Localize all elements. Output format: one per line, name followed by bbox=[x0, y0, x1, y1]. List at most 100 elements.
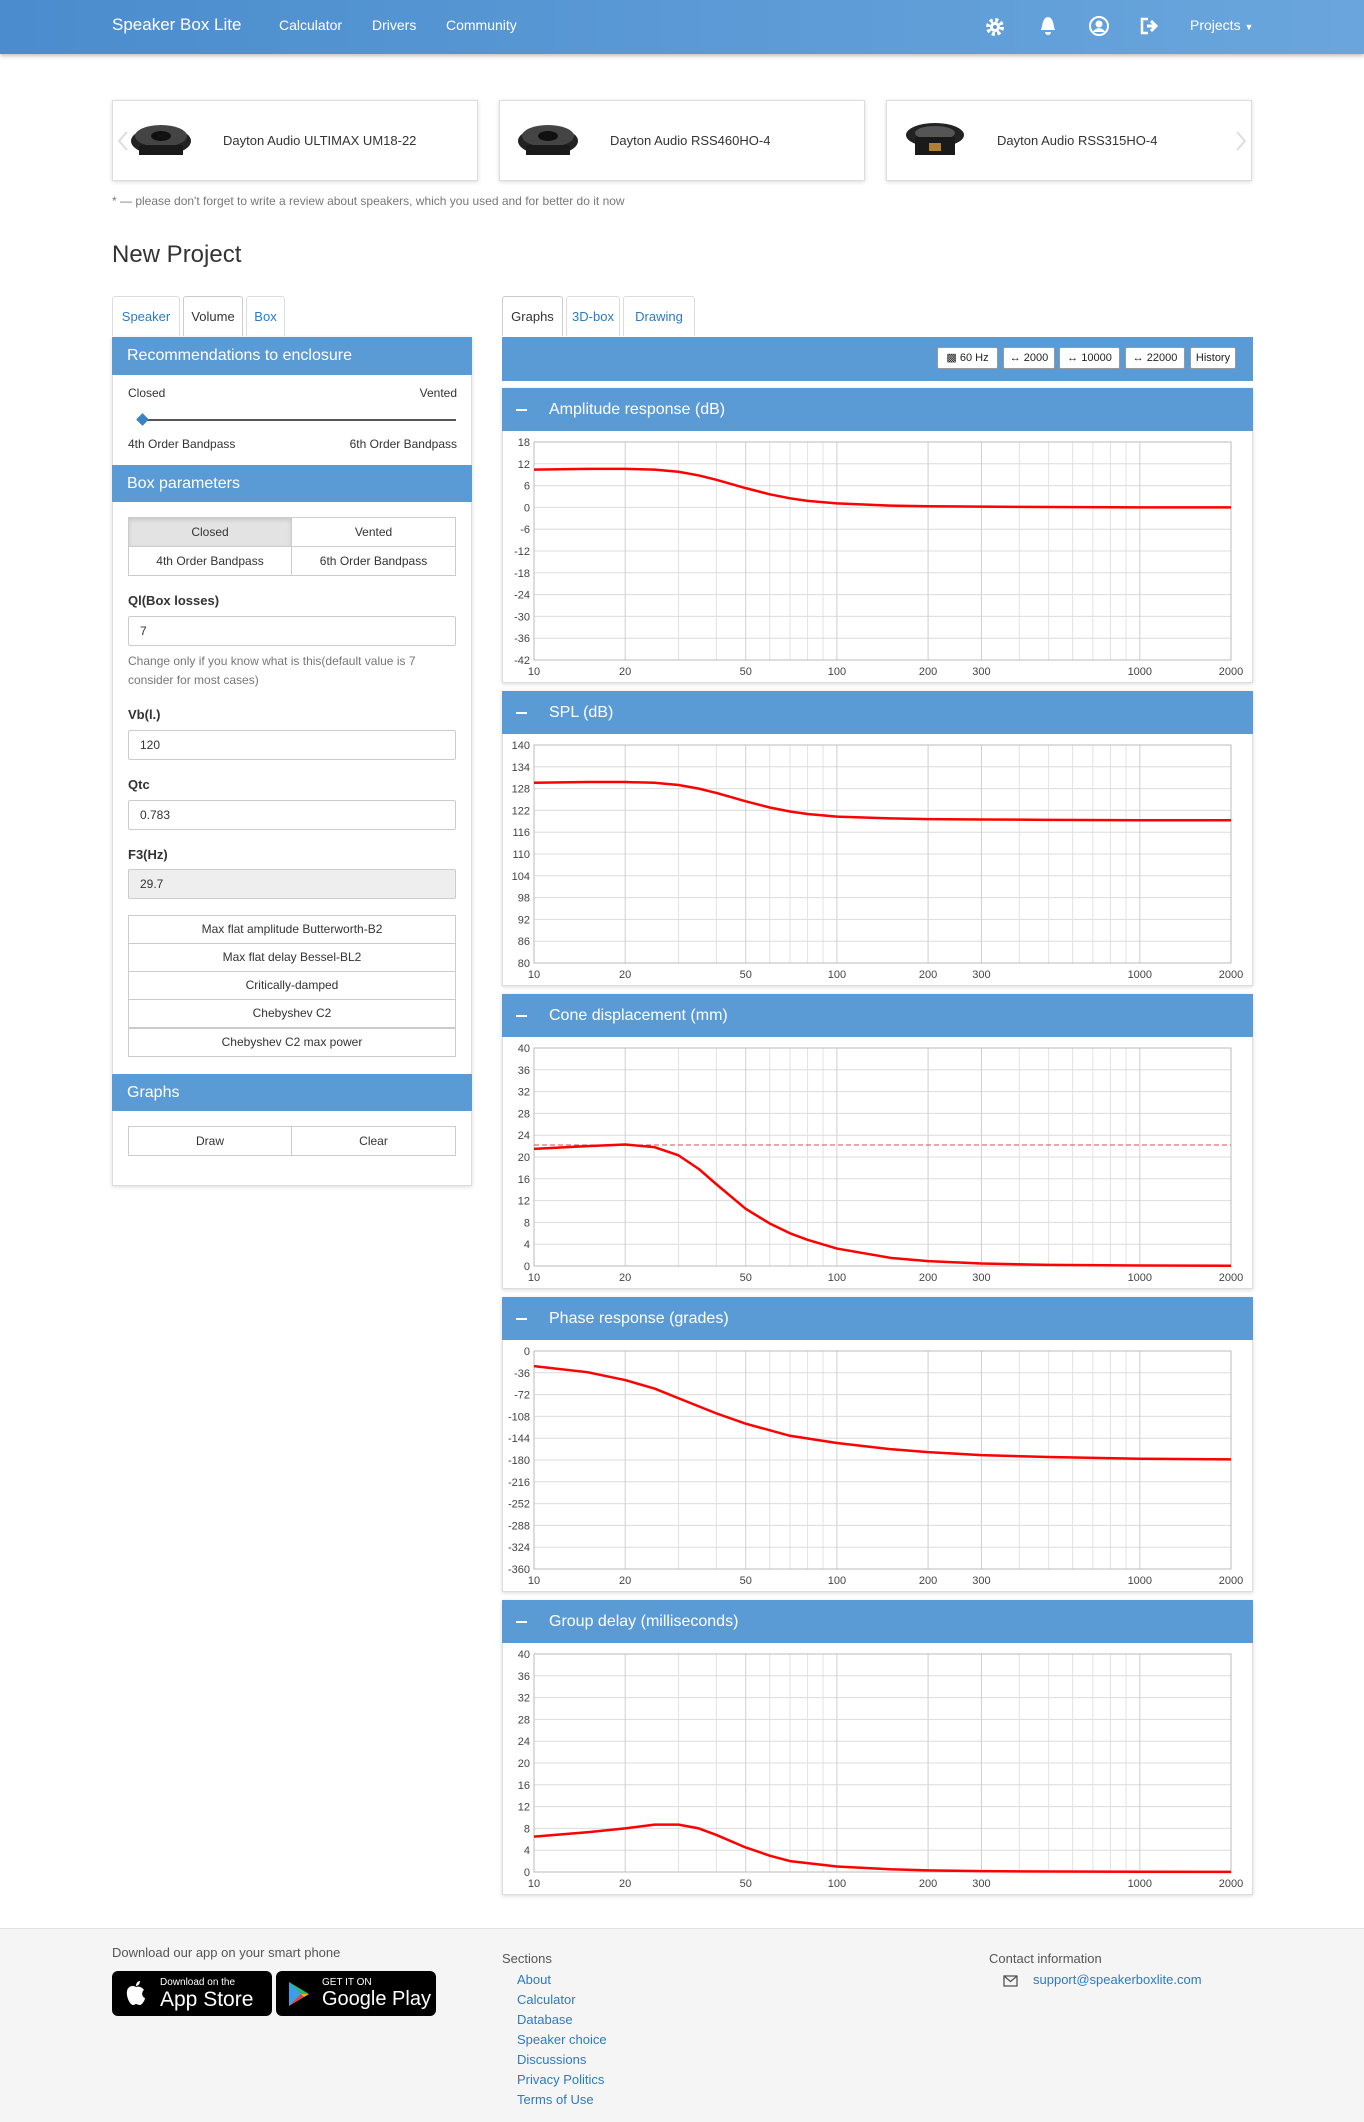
x-tick-label: 20 bbox=[619, 1272, 631, 1284]
box-type-button[interactable]: Closed bbox=[128, 517, 292, 547]
section-link[interactable]: About bbox=[517, 1972, 551, 1987]
toolbar-button[interactable]: ↔ 10000 bbox=[1059, 347, 1120, 369]
speaker-name[interactable]: Dayton Audio ULTIMAX UM18-22 bbox=[223, 133, 417, 148]
toolbar-button[interactable]: ↔ 2000 bbox=[1003, 347, 1055, 369]
projects-label[interactable]: Projects bbox=[1190, 17, 1241, 33]
speaker-card[interactable]: Dayton Audio RSS315HO-4 bbox=[886, 100, 1252, 181]
y-tick-label: 12 bbox=[518, 1196, 530, 1208]
carousel-next[interactable] bbox=[1234, 130, 1248, 152]
toolbar-button[interactable]: History bbox=[1190, 347, 1236, 369]
x-tick-label: 2000 bbox=[1219, 969, 1243, 981]
x-tick-label: 300 bbox=[972, 666, 990, 678]
y-tick-label: 20 bbox=[518, 1152, 530, 1164]
tab-box[interactable]: Box bbox=[246, 296, 285, 336]
alignment-option[interactable]: Chebyshev C2 bbox=[128, 999, 456, 1028]
speaker-image bbox=[131, 125, 191, 155]
nav-link[interactable]: Calculator bbox=[279, 17, 343, 33]
section-link[interactable]: Terms of Use bbox=[517, 2092, 594, 2107]
clear-button[interactable]: Clear bbox=[291, 1126, 456, 1156]
speaker-image bbox=[906, 123, 964, 155]
y-tick-label: -180 bbox=[508, 1455, 530, 1467]
tab-speaker[interactable]: Speaker bbox=[112, 296, 180, 336]
tab-drawing[interactable]: Drawing bbox=[623, 296, 695, 336]
field-label: Qtc bbox=[128, 777, 150, 792]
toolbar-label[interactable]: 2000 bbox=[1023, 352, 1049, 364]
qtc-input[interactable]: 0.783 bbox=[128, 800, 456, 830]
notifications-icon[interactable] bbox=[1037, 15, 1059, 37]
collapse-toggle[interactable] bbox=[516, 1621, 527, 1623]
x-tick-label: 300 bbox=[972, 969, 990, 981]
toolbar-button[interactable]: ▩ 60 Hz bbox=[937, 347, 998, 369]
alignment-option[interactable]: Critically-damped bbox=[128, 971, 456, 1000]
y-tick-label: 92 bbox=[518, 914, 530, 926]
chart-panel: Cone displacement (mm) 40 36 32 28 24 20 16 12 8 4… bbox=[502, 994, 1253, 1289]
alignment-option[interactable]: Max flat delay Bessel-BL2 bbox=[128, 943, 456, 972]
profile-icon[interactable] bbox=[1088, 15, 1110, 37]
y-tick-label: -144 bbox=[508, 1433, 530, 1445]
nav-link[interactable]: Drivers bbox=[372, 17, 417, 33]
collapse-toggle[interactable] bbox=[516, 409, 527, 411]
speaker-card[interactable]: Dayton Audio ULTIMAX UM18-22 bbox=[112, 100, 478, 181]
vb-input[interactable]: 120 bbox=[128, 730, 456, 760]
section-link[interactable]: Speaker choice bbox=[517, 2032, 607, 2047]
tab-3d-box[interactable]: 3D-box bbox=[566, 296, 620, 336]
y-tick-label: 128 bbox=[512, 784, 530, 796]
speaker-name[interactable]: Dayton Audio RSS315HO-4 bbox=[997, 133, 1158, 148]
logout-icon[interactable] bbox=[1139, 15, 1161, 37]
alignment-option[interactable]: Chebyshev C2 max power bbox=[128, 1028, 456, 1057]
speaker-card[interactable]: Dayton Audio RSS460HO-4 bbox=[499, 100, 865, 181]
toolbar-button[interactable]: ↔ 22000 bbox=[1125, 347, 1185, 369]
x-tick-label: 10 bbox=[528, 969, 540, 981]
section-link[interactable]: Discussions bbox=[517, 2052, 587, 2067]
y-tick-label: 28 bbox=[518, 1714, 530, 1726]
x-tick-label: 200 bbox=[919, 1575, 937, 1587]
box-type-button[interactable]: 4th Order Bandpass bbox=[128, 546, 292, 576]
app-store-small: Download on the bbox=[160, 1977, 236, 1988]
x-tick-label: 10 bbox=[528, 1878, 540, 1890]
y-tick-label: 24 bbox=[518, 1736, 530, 1748]
alignment-option[interactable]: Max flat amplitude Butterworth-B2 bbox=[128, 915, 456, 944]
speaker-name[interactable]: Dayton Audio RSS460HO-4 bbox=[610, 133, 771, 148]
y-tick-label: 6 bbox=[524, 481, 530, 493]
brand[interactable]: Speaker Box Lite bbox=[112, 15, 242, 34]
y-tick-label: 140 bbox=[512, 740, 530, 752]
y-tick-label: 12 bbox=[518, 1802, 530, 1814]
chart: 0-36-72-108-144-180-216-252-288-324-3601… bbox=[508, 1346, 1243, 1587]
y-tick-label: 16 bbox=[518, 1174, 530, 1186]
x-tick-label: 50 bbox=[740, 1575, 752, 1587]
section-link[interactable]: Calculator bbox=[517, 1992, 576, 2007]
draw-button[interactable]: Draw bbox=[128, 1126, 292, 1156]
box-type-button[interactable]: Vented bbox=[291, 517, 456, 547]
section-link[interactable]: Database bbox=[517, 2012, 573, 2027]
apple-icon bbox=[126, 1981, 145, 2005]
chart-title: Cone displacement (mm) bbox=[549, 1007, 728, 1024]
chart-header: Phase response (grades) bbox=[502, 1297, 1253, 1340]
ql-input[interactable]: 7 bbox=[128, 616, 456, 646]
y-tick-label: -6 bbox=[520, 524, 530, 536]
app-store-button[interactable]: Download on the App Store bbox=[112, 1971, 272, 2016]
toolbar-label[interactable]: 22000 bbox=[1146, 352, 1178, 364]
collapse-toggle[interactable] bbox=[516, 1318, 527, 1320]
data-line bbox=[533, 467, 1231, 509]
x-tick-label: 100 bbox=[828, 1272, 846, 1284]
x-tick-label: 300 bbox=[972, 1272, 990, 1284]
settings-icon[interactable] bbox=[984, 16, 1006, 38]
box-type-button[interactable]: 6th Order Bandpass bbox=[291, 546, 456, 576]
envelope-icon bbox=[1003, 1975, 1018, 1987]
tab-volume[interactable]: Volume bbox=[183, 296, 243, 336]
google-play-button[interactable]: GET IT ON Google Play bbox=[276, 1971, 436, 2016]
x-tick-label: 1000 bbox=[1128, 1575, 1152, 1587]
collapse-toggle[interactable] bbox=[516, 712, 527, 714]
toolbar-label[interactable]: 60 Hz bbox=[959, 352, 989, 364]
nav-link[interactable]: Community bbox=[446, 17, 517, 33]
collapse-toggle[interactable] bbox=[516, 1015, 527, 1017]
tab-graphs[interactable]: Graphs bbox=[502, 296, 563, 336]
projects-menu[interactable]: Projects ▼ bbox=[1190, 17, 1254, 33]
section-link[interactable]: Privacy Politics bbox=[517, 2072, 605, 2087]
carousel-prev[interactable] bbox=[116, 130, 130, 152]
contact-email[interactable]: support@speakerboxlite.com bbox=[1033, 1972, 1202, 1987]
y-tick-label: 36 bbox=[518, 1065, 530, 1077]
toolbar-label[interactable]: 10000 bbox=[1081, 352, 1112, 364]
